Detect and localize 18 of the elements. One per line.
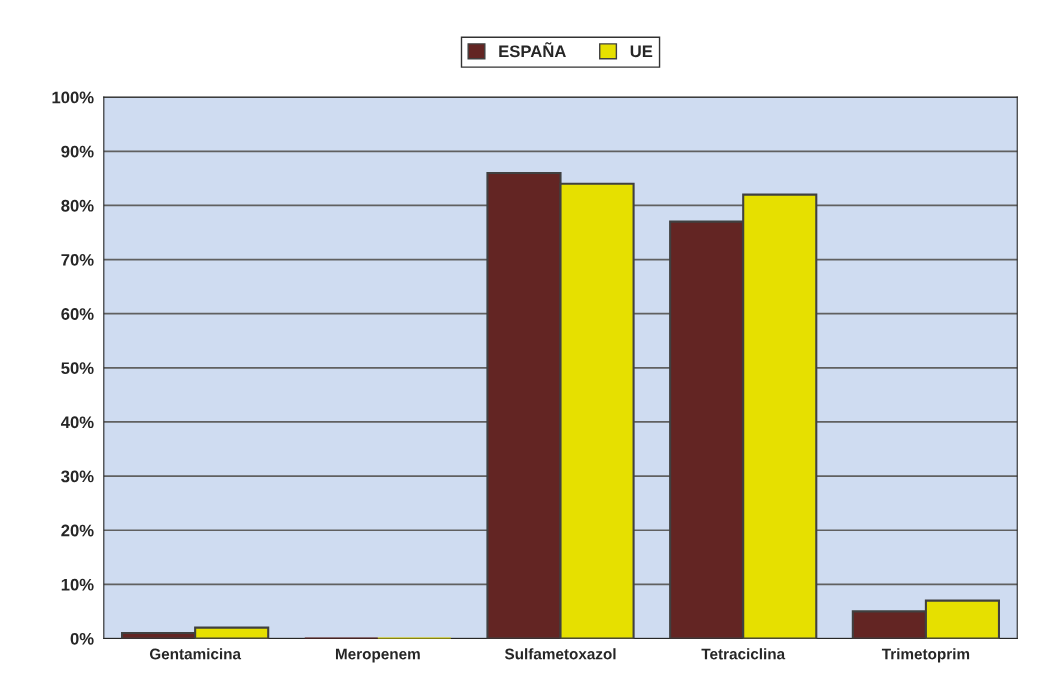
- y-tick-label: 80%: [61, 199, 94, 212]
- y-tick-label: 50%: [61, 362, 94, 375]
- y-tick-label: 100%: [52, 91, 94, 104]
- y-tick-label: 30%: [61, 470, 94, 483]
- y-tick-label: 90%: [61, 145, 94, 158]
- y-tick-label: 70%: [61, 253, 94, 266]
- x-tick-label: Gentamicina: [149, 648, 242, 660]
- x-tick-label: Trimetoprim: [881, 648, 970, 663]
- y-tick-label: 40%: [60, 416, 94, 429]
- x-tick-label: Tetraciclina: [701, 648, 786, 660]
- legend-label: ESPAÑA: [499, 42, 566, 58]
- y-tick-label: 0%: [70, 632, 94, 645]
- x-tick-label: Sulfametoxazol: [504, 648, 616, 660]
- x-tick-label: Meropenem: [335, 648, 420, 663]
- y-tick-label: 10%: [61, 578, 94, 591]
- y-tick-label: 60%: [61, 308, 94, 320]
- legend-label: UE: [630, 45, 653, 58]
- y-tick-label: 20%: [61, 524, 94, 537]
